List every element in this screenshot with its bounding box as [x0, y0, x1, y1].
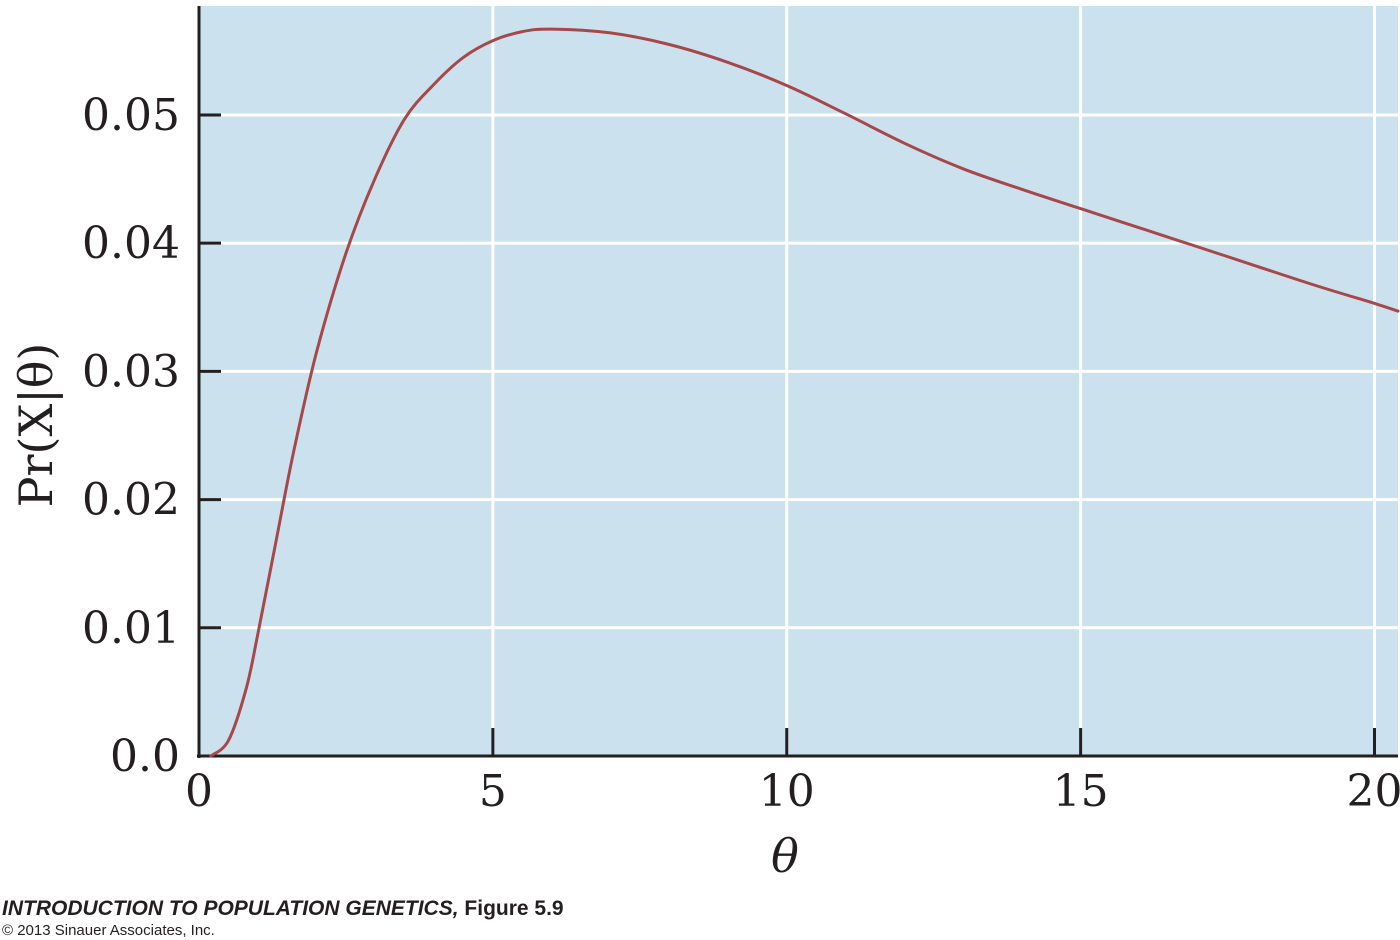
- figure-caption: INTRODUCTION TO POPULATION GENETICS, Fig…: [2, 897, 564, 921]
- series-layer: [209, 27, 1400, 758]
- plot-background: [199, 6, 1398, 756]
- tick-labels: 0.0 0.01 0.02 0.03 0.04 0.05 0 5 10 15 20: [82, 90, 1400, 817]
- y-tick-label: 0.03: [82, 346, 180, 397]
- x-tick-label: 5: [479, 766, 507, 817]
- x-axis-title: θ: [771, 829, 799, 883]
- x-tick-label: 0: [185, 766, 213, 817]
- y-tick-label: 0.01: [82, 603, 180, 654]
- x-tick-label: 20: [1346, 766, 1400, 817]
- y-tick-label: 0.0: [110, 731, 180, 782]
- axes: [197, 6, 1398, 758]
- x-tick-label: 15: [1053, 766, 1109, 817]
- copyright-notice: © 2013 Sinauer Associates, Inc.: [2, 922, 215, 939]
- figure-label: Figure 5.9: [458, 897, 564, 920]
- x-tick-label: 10: [759, 766, 815, 817]
- book-title: INTRODUCTION TO POPULATION GENETICS,: [2, 897, 459, 920]
- y-axis-title: Pr(X|θ): [9, 343, 63, 508]
- likelihood-curve: [209, 27, 1400, 758]
- y-tick-label: 0.05: [82, 90, 180, 141]
- y-tick-label: 0.04: [82, 218, 180, 269]
- grid: [199, 6, 1398, 756]
- y-tick-label: 0.02: [82, 475, 180, 526]
